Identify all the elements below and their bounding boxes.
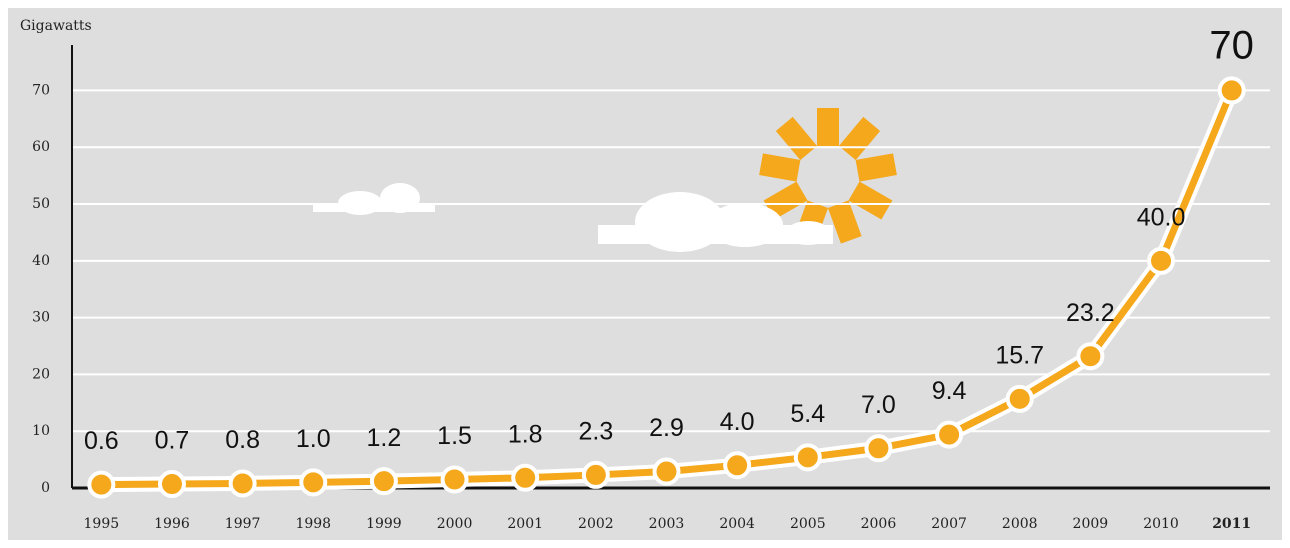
x-tick-label: 1999 [366,516,402,532]
x-tick-label: 2011 [1212,516,1251,532]
data-label: 1.8 [508,420,543,448]
x-tick-label: 2003 [649,516,685,532]
marker [299,468,328,497]
x-tick-label: 2001 [507,516,543,532]
marker [511,463,540,492]
marker [723,451,752,480]
data-label: 1.0 [296,425,331,453]
x-tick-label: 2002 [578,516,614,532]
y-tick-label: 10 [32,423,50,439]
cloud [598,192,833,252]
data-label: 2.9 [649,414,684,442]
marker [793,443,822,472]
data-label: 15.7 [995,341,1044,369]
marker [581,460,610,489]
marker [1076,342,1105,371]
x-tick-label: 1997 [225,516,261,532]
x-tick-label: 1995 [84,516,120,532]
data-label: 1.5 [437,422,472,450]
y-tick-label: 60 [32,139,50,155]
x-tick-label: 2004 [719,516,755,532]
data-label: 9.4 [932,377,967,405]
data-label: 0.7 [155,427,190,455]
data-label: 70 [1209,24,1254,68]
x-tick-label: 2006 [861,516,897,532]
y-tick-label: 0 [41,480,50,496]
x-tick-label: 2010 [1143,516,1179,532]
data-label: 40.0 [1137,203,1186,231]
x-tick-label: 1998 [295,516,331,532]
data-label: 0.8 [225,426,260,454]
x-tick-label: 2008 [1002,516,1038,532]
marker [87,470,116,499]
marker [228,469,257,498]
x-tick-label: 2007 [931,516,967,532]
x-tick-label: 1996 [154,516,190,532]
marker [1217,76,1246,105]
data-label: 7.0 [861,391,896,419]
y-tick-label: 30 [32,310,50,326]
cloud [313,183,435,215]
marker [440,465,469,494]
y-tick-label: 50 [32,196,50,212]
data-label: 1.2 [367,424,402,452]
data-label: 2.3 [578,418,613,446]
data-label: 4.0 [720,408,755,436]
marker [369,467,398,496]
y-tick-label: 70 [32,82,50,98]
marker [1147,246,1176,275]
x-tick-label: 2005 [790,516,826,532]
marker [1005,384,1034,413]
plot: 0.6 0.7 0.8 1.0 1.2 1.5 1.8 2.3 2.9 4.0 5.4 7.0 9.4 1… [84,24,1254,499]
marker [652,457,681,486]
y-tick-label: 40 [32,253,50,269]
marker [935,420,964,449]
y-axis-label: Gigawatts [20,18,92,34]
data-label: 5.4 [790,400,825,428]
y-tick-label: 20 [32,366,50,382]
data-label: 23.2 [1066,299,1115,327]
marker [864,434,893,463]
x-tick-label: 2000 [437,516,473,532]
background [8,8,1282,540]
x-tick-label: 2009 [1073,516,1109,532]
data-label: 0.6 [84,427,119,455]
marker [157,470,186,499]
